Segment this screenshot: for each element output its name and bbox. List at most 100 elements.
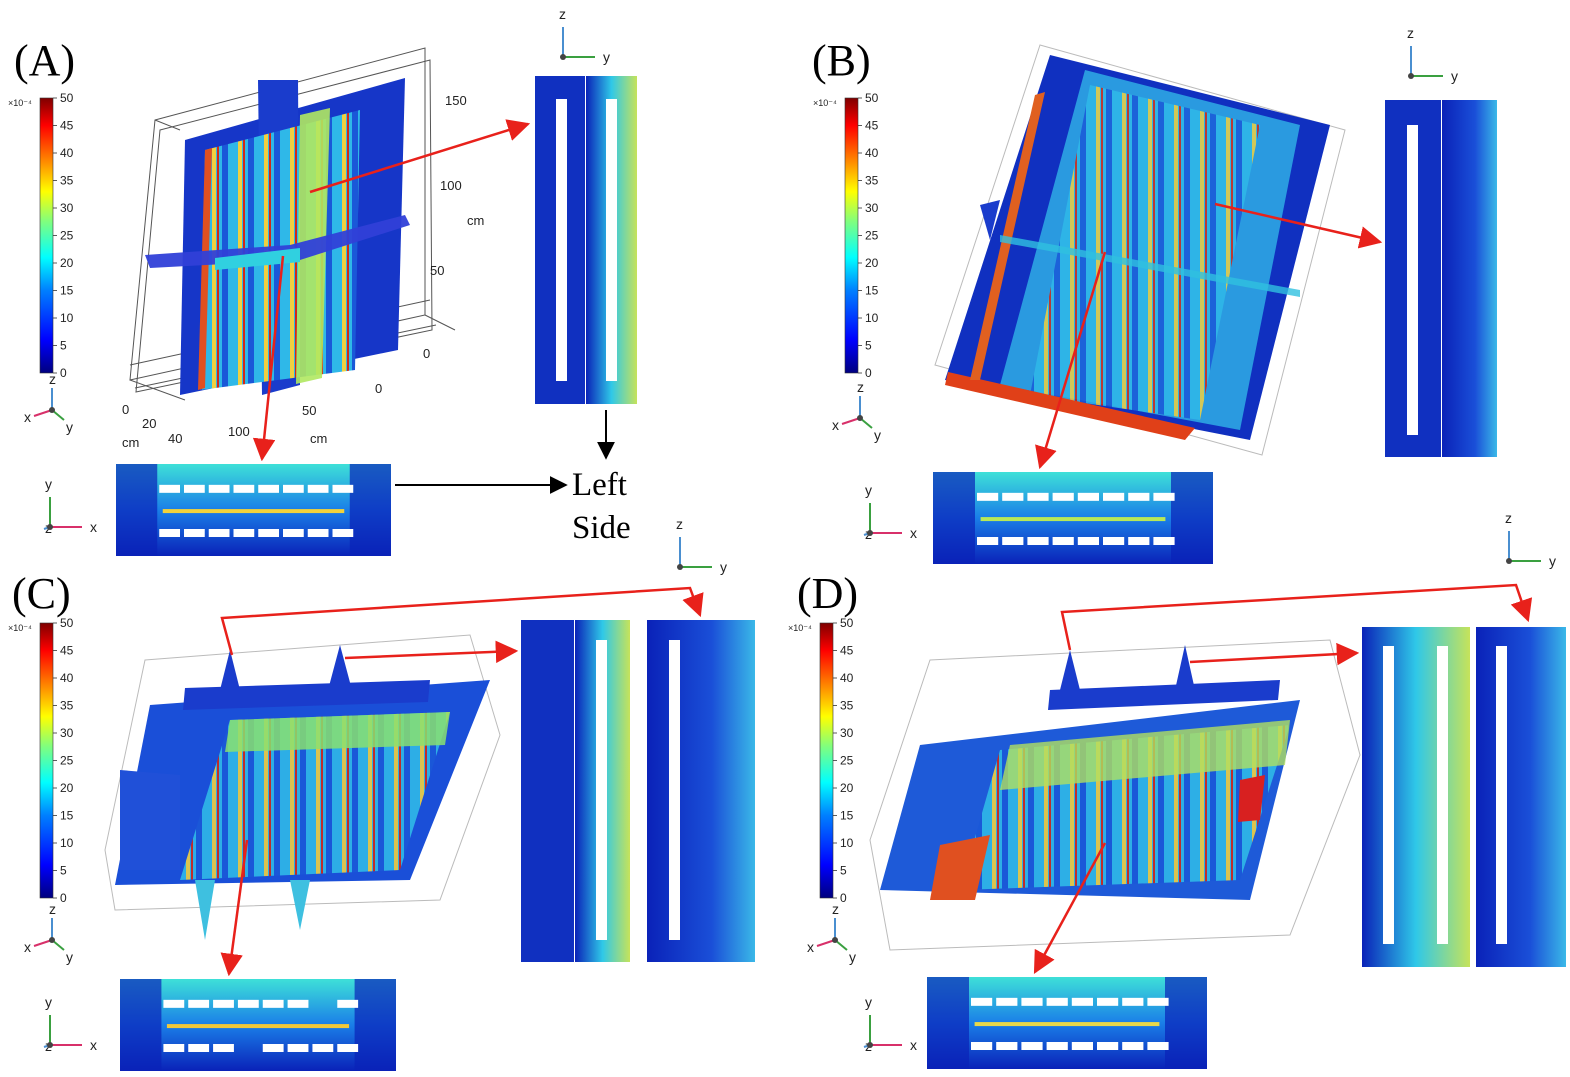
axis-x-label: x [24, 939, 31, 955]
axis-x-arrow [841, 417, 861, 425]
section-fin-slot [1002, 492, 1024, 501]
section-fin-slot [159, 484, 180, 493]
axis-x-label: x [910, 525, 917, 541]
axis-y-label: y [720, 559, 727, 575]
colorbar-tick-label: 35 [60, 699, 74, 713]
section-fin-slot [1027, 492, 1049, 501]
section-fin-slot [184, 529, 205, 537]
axis-z-label: z [1407, 25, 1414, 41]
axis-origin [832, 937, 838, 943]
section-fin-slot [163, 999, 185, 1008]
arrow-d-to-left-slice [1189, 642, 1360, 666]
section-fin-slot [283, 529, 304, 537]
colorbar-tick-label: 30 [60, 726, 74, 740]
axis-y-label: y [603, 49, 610, 65]
axis-y-label: y [45, 476, 52, 492]
colorbar-exponent: ×10⁻⁴ [8, 623, 32, 633]
panel-label-b: (B) [812, 36, 871, 85]
left-side-label-line2: Side [572, 510, 631, 546]
colorbar-tick-label: 40 [865, 146, 879, 160]
colorbar-tick-label: 50 [840, 616, 854, 630]
side-slice-a [535, 76, 637, 404]
axis-z-label: z [1505, 510, 1512, 526]
colorbar-gradient [819, 622, 834, 899]
section-plate [166, 1024, 350, 1029]
axis-origin [1408, 73, 1414, 79]
axis-triad: yxz [863, 482, 917, 542]
dim-label-depth-unit: cm [122, 435, 139, 450]
cross-section-b [933, 472, 1213, 564]
arrow-a-to-section [252, 255, 285, 462]
section-fin-slot [977, 492, 999, 501]
panel-label-d: (D) [797, 569, 858, 618]
arrow-c-to-right-slice [220, 586, 704, 656]
axis-y-label: y [45, 994, 52, 1010]
side-slice-d-left [1362, 627, 1470, 967]
axis-triad: yxz [863, 994, 917, 1054]
section-fin-slot [971, 997, 993, 1006]
section-fin-slot [1097, 997, 1119, 1006]
axis-triad: zy [1407, 25, 1458, 84]
axis-origin [857, 415, 863, 421]
dim-label-height-150: 150 [445, 93, 467, 108]
colorbar-tick-label: 45 [865, 119, 879, 133]
section-fin-slot [1122, 997, 1144, 1006]
model-3d-d [869, 639, 1361, 951]
section-fin-slot [977, 537, 999, 545]
colorbar-tick-label: 50 [865, 91, 879, 105]
arrow-d-to-section [1033, 842, 1107, 974]
section-fin-slot [233, 484, 255, 493]
colorbar-tick-label: 20 [60, 256, 74, 270]
dim-label-width-50: 50 [302, 403, 316, 418]
section-fin-slot [233, 529, 255, 537]
model-3d-b [934, 44, 1346, 456]
axis-origin [47, 524, 53, 530]
colorbar-tick-label: 30 [60, 201, 74, 215]
section-fin-slot [996, 997, 1018, 1006]
dim-label-depth-0: 0 [122, 402, 129, 417]
colorbar-tick-label: 20 [60, 781, 74, 795]
cross-section-d [927, 977, 1207, 1069]
colorbar-tick-label: 25 [60, 754, 74, 768]
section-fin-slot [337, 999, 359, 1008]
section-fin-slot [332, 484, 354, 493]
dim-label-length-unit: cm [310, 431, 327, 446]
cross-section-c [120, 979, 396, 1071]
arrow-a-to-side [309, 119, 531, 194]
section-fin-slot [307, 484, 329, 493]
dim-label-height-50: 50 [430, 263, 444, 278]
section-fin-slot [1071, 1042, 1093, 1050]
dim-label-width-0: 0 [375, 381, 382, 396]
axis-y-label: y [865, 994, 872, 1010]
colorbar-exponent: ×10⁻⁴ [8, 98, 32, 108]
dim-label-length-100: 100 [228, 424, 250, 439]
colorbar-gradient [39, 622, 54, 899]
colorbar-tick-label: 35 [865, 174, 879, 188]
arrow-b-to-section [1035, 251, 1107, 470]
section-fin-slot [283, 484, 304, 493]
axis-x-label: x [910, 1037, 917, 1053]
axis-origin [1506, 558, 1512, 564]
section-edge-left [933, 472, 975, 564]
axis-y-label: y [849, 949, 856, 965]
axis-x-label: x [832, 417, 839, 433]
section-fin-slot [1052, 492, 1074, 501]
section-fin-slot [188, 1044, 210, 1052]
section-fin-slot [312, 1044, 334, 1052]
axis-y-label: y [1549, 553, 1556, 569]
section-fin-slot [159, 529, 180, 537]
axis-triads: zyzyzyzyyxzyxzyxzyxzzxyzxyzxyzxy [24, 6, 1556, 1054]
section-fin-slot [1153, 492, 1175, 501]
arrow-c-to-section [220, 839, 249, 977]
axis-y-label: y [66, 949, 73, 965]
axis-origin [867, 1042, 873, 1048]
axis-z-label: z [832, 901, 839, 917]
section-edge-left [116, 464, 158, 556]
axis-y-label: y [66, 419, 73, 435]
section-fin-slot [1027, 537, 1049, 545]
colorbar-tick-label: 35 [840, 699, 854, 713]
colorbar-tick-label: 30 [865, 201, 879, 215]
